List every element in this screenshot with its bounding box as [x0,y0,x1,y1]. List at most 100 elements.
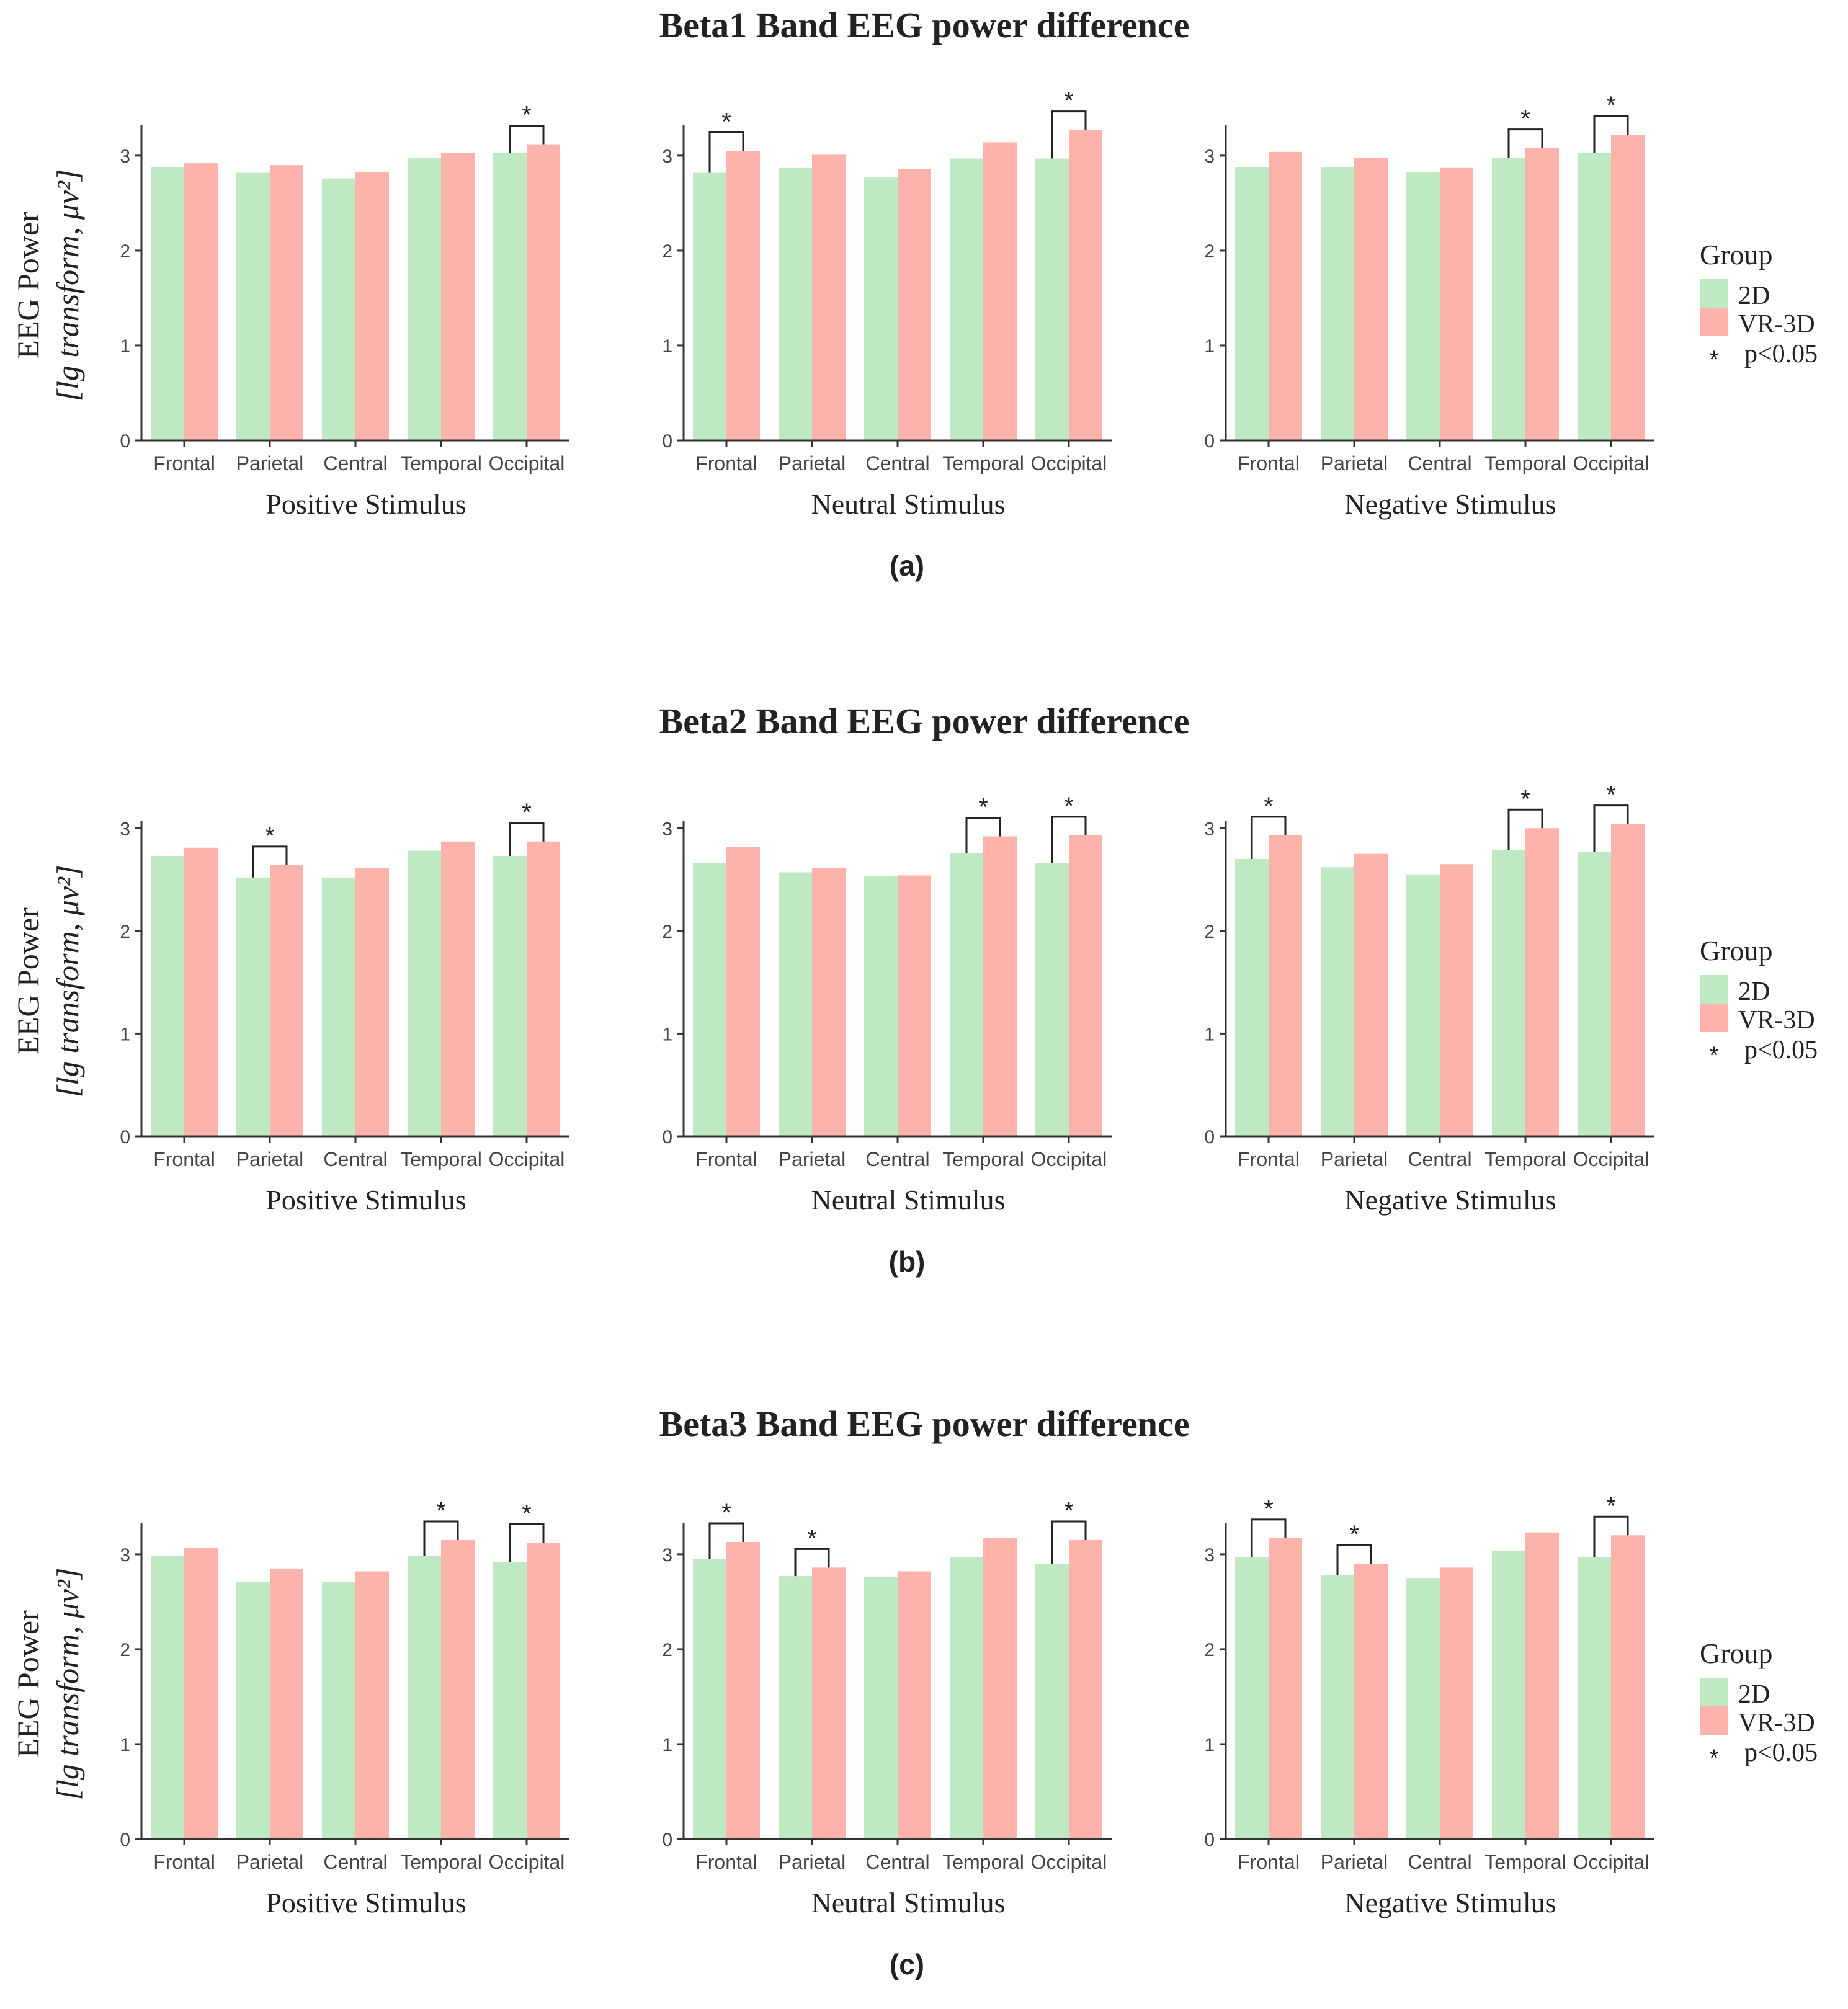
y-tick-label: 2 [1204,1640,1215,1660]
band-panel-a: Beta1 Band EEG power difference (a) EEG Po… [11,5,1818,582]
y-tick-label: 2 [662,241,672,262]
bar-2d-frontal [693,1559,726,1839]
significance-star: * [1064,793,1074,820]
x-tick-label: Occipital [1031,1148,1107,1170]
y-axis-label-line1: EEG Power [11,212,45,359]
significance-star: * [807,1525,817,1552]
significance-star: * [522,102,532,129]
legend-label-vr3d: VR-3D [1738,1006,1815,1035]
y-tick-label: 0 [662,431,672,452]
x-tick-label: Frontal [1238,452,1300,474]
bar-vr3d-temporal [983,142,1017,440]
bar-vr3d-central [1440,167,1473,440]
x-tick-label: Parietal [779,1148,846,1170]
x-tick-label: Frontal [153,1148,215,1170]
bar-vr3d-occipital [1069,130,1102,440]
bar-vr3d-central [355,1571,389,1839]
y-axis-label-line2: [lg transform, μv²] [50,865,85,1098]
bar-vr3d-central [898,1571,931,1839]
bar-2d-parietal [779,167,812,440]
x-axis-title: Negative Stimulus [1344,1184,1556,1216]
panel-label: (a) [890,550,924,582]
legend-sig-label: p<0.05 [1744,1036,1818,1064]
y-tick-label: 1 [1204,1024,1215,1045]
significance-star: * [978,794,988,821]
subplot-neutral-stimulus: * Frontal Parietal Central Temporal * Occipita… [662,87,1112,520]
y-axis-label-line2: [lg transform, μv²] [50,169,85,402]
legend-title: Group [1700,239,1773,270]
bar-vr3d-temporal [983,836,1017,1136]
panel-title: Beta3 Band EEG power difference [659,1404,1190,1444]
significance-bracket [1051,110,1087,159]
bar-2d-temporal [950,158,983,440]
x-tick-label: Occipital [489,1851,565,1873]
bar-vr3d-temporal [441,841,475,1136]
x-tick-label: Frontal [1238,1148,1300,1170]
significance-bracket [1507,128,1543,158]
x-axis-title: Neutral Stimulus [811,488,1005,520]
significance-bracket [1507,808,1543,850]
band-panel-c: Beta3 Band EEG power difference (c) EEG Po… [11,1404,1818,1980]
bar-vr3d-central [898,169,931,440]
bar-vr3d-frontal [184,1548,218,1839]
x-tick-label: Occipital [1573,452,1649,474]
bar-2d-occipital [1578,852,1611,1136]
y-tick-label: 2 [120,1640,130,1660]
significance-star: * [1606,1492,1616,1520]
bar-vr3d-frontal [726,1542,760,1839]
bar-vr3d-frontal [726,847,760,1136]
y-tick-label: 0 [120,431,130,452]
x-tick-label: Frontal [153,452,215,474]
legend-title: Group [1700,935,1773,966]
bar-2d-parietal [236,877,270,1136]
bar-vr3d-central [898,875,931,1136]
legend-swatch-2d [1700,1678,1728,1706]
y-tick-label: 3 [662,1545,672,1566]
bar-2d-occipital [1578,153,1611,440]
bar-2d-central [322,1582,355,1839]
x-tick-label: Frontal [153,1851,215,1873]
significance-star: * [522,799,532,826]
significance-bracket [423,1520,459,1556]
bar-2d-central [1406,171,1440,440]
legend-label-vr3d: VR-3D [1738,310,1815,339]
bar-2d-frontal [151,167,184,440]
bar-2d-occipital [1035,863,1069,1136]
y-tick-label: 1 [1204,1735,1215,1755]
bar-vr3d-occipital [527,144,560,440]
bar-2d-central [864,876,898,1136]
bar-vr3d-parietal [812,1567,846,1839]
bar-vr3d-central [1440,864,1473,1136]
legend-title: Group [1700,1637,1773,1669]
bar-2d-occipital [493,153,527,440]
subplot-neutral-stimulus: Frontal Parietal Central * Temporal * Occipita… [662,793,1112,1216]
bar-vr3d-occipital [1611,824,1645,1136]
y-tick-label: 1 [120,336,130,357]
bar-2d-temporal [408,157,441,440]
significance-bracket [509,125,545,153]
x-tick-label: Occipital [489,452,565,474]
y-tick-label: 3 [662,819,672,839]
significance-bracket [965,817,1001,853]
legend-label-vr3d: VR-3D [1738,1709,1815,1737]
significance-star: * [1264,793,1274,820]
subplot-negative-stimulus: Frontal Parietal Central * Temporal * Occipita… [1204,92,1654,520]
legend-sig-marker: * [1709,1042,1719,1069]
legend-sig-marker: * [1709,1745,1719,1772]
significance-star: * [436,1497,446,1525]
x-tick-label: Occipital [1573,1851,1649,1873]
x-axis-title: Neutral Stimulus [811,1184,1005,1216]
x-tick-label: Central [865,1148,929,1170]
bar-vr3d-parietal [812,154,846,440]
x-tick-label: Central [323,1851,387,1873]
bar-2d-frontal [151,855,184,1136]
bar-2d-parietal [236,172,270,440]
bar-2d-temporal [950,853,983,1136]
y-tick-label: 1 [662,336,672,357]
x-tick-label: Parietal [1321,1148,1388,1170]
bar-2d-frontal [1235,1557,1269,1839]
x-tick-label: Parietal [1321,1851,1388,1873]
bar-2d-central [864,177,898,440]
